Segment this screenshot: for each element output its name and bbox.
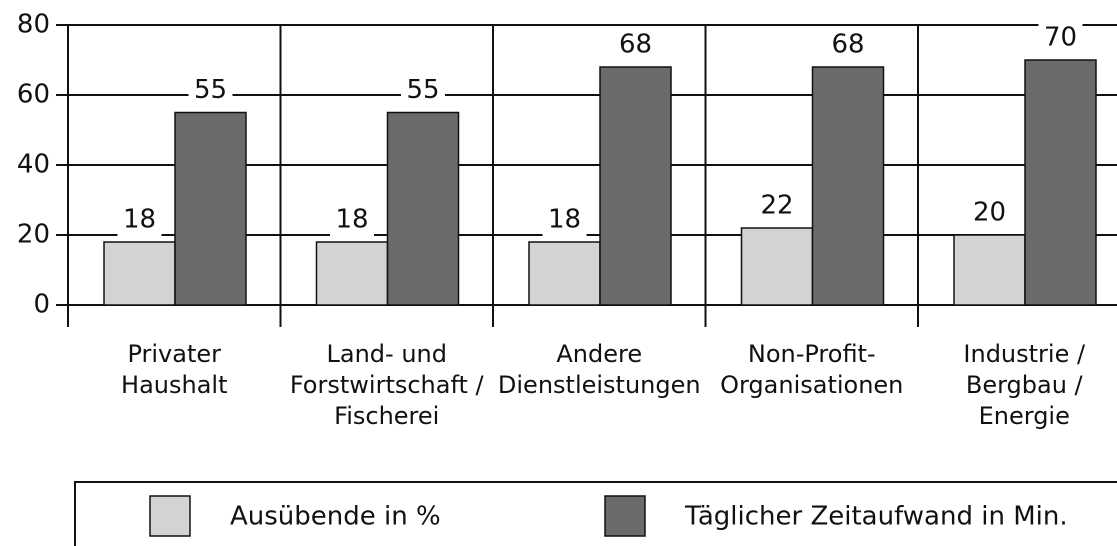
x-tick-label-line: Dienstleistungen: [498, 371, 701, 399]
data-label: 55: [406, 75, 439, 105]
label-bg: [826, 29, 870, 61]
bar: [953, 234, 1026, 306]
label-bg: [542, 204, 587, 236]
bar: [315, 241, 389, 306]
data-label: 18: [123, 205, 156, 235]
data-label: 18: [548, 205, 581, 235]
label-bg: [117, 204, 162, 236]
legend-swatch: [149, 495, 191, 537]
legend-box: [74, 481, 1117, 546]
legend-label: Täglicher Zeitaufwand in Min.: [684, 502, 1068, 532]
x-tick-label-line: Land- und: [327, 340, 447, 368]
x-tick-label-line: Energie: [979, 402, 1070, 430]
bar: [1024, 59, 1097, 306]
y-tick-label: 0: [33, 290, 50, 320]
data-label: 22: [760, 191, 793, 221]
bar: [386, 111, 460, 306]
x-tick-label-line: Privater: [127, 340, 221, 368]
x-tick-label: Privater Haushalt: [121, 340, 227, 399]
data-label: 55: [194, 75, 227, 105]
data-label: 20: [973, 198, 1006, 228]
label-bg: [613, 29, 658, 61]
data-label: 68: [619, 30, 652, 60]
label-bg: [188, 74, 233, 107]
label-bg: [330, 204, 374, 236]
bar: [174, 111, 247, 306]
x-tick-label-line: Andere: [556, 340, 642, 368]
x-tick-label: Land- und Forstwirtschaft / Fischerei: [290, 340, 485, 430]
bar: [599, 66, 672, 306]
legend-swatch: [604, 495, 646, 537]
bar: [528, 241, 601, 306]
bar: [811, 66, 885, 306]
x-tick-label: Non-Profit- Organisationen: [720, 340, 903, 399]
y-tick-label: 20: [17, 220, 50, 250]
x-tick-label-line: Haushalt: [121, 371, 227, 399]
x-tick-label-line: Fischerei: [334, 402, 439, 430]
legend-label: Ausübende in %: [230, 502, 441, 532]
bar: [103, 241, 176, 306]
y-tick-label: 60: [17, 80, 50, 110]
bar: [740, 227, 814, 306]
x-tick-label-line: Industrie /: [963, 340, 1086, 368]
label-bg: [401, 74, 445, 107]
x-tick-label: Andere Dienstleistungen: [498, 340, 701, 399]
data-label: 68: [831, 30, 864, 60]
x-tick-label: Industrie / Bergbau / Energie: [963, 340, 1086, 430]
x-tick-label-line: Non-Profit-: [748, 340, 876, 368]
y-tick-label: 40: [17, 150, 50, 180]
data-label: 18: [335, 205, 368, 235]
y-tick-label: 80: [17, 10, 50, 40]
x-tick-label-line: Forstwirtschaft /: [290, 371, 485, 399]
label-bg: [967, 197, 1012, 229]
label-bg: [1038, 22, 1083, 54]
data-label: 70: [1044, 23, 1077, 53]
label-bg: [755, 190, 799, 222]
x-tick-label-line: Bergbau /: [966, 371, 1084, 399]
x-tick-label-line: Organisationen: [720, 371, 903, 399]
